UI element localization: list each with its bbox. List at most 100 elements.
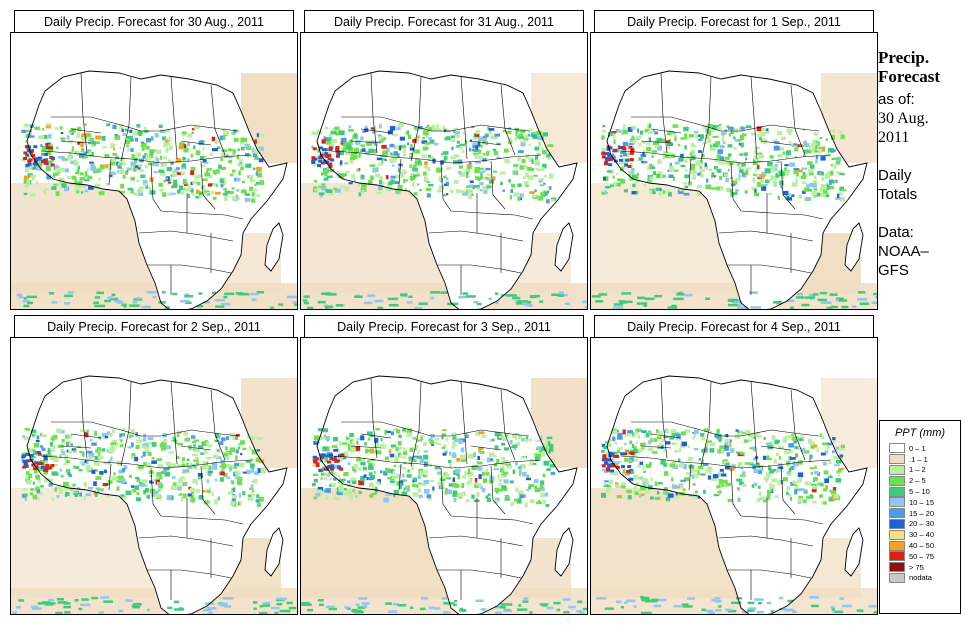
southern-rain	[12, 596, 297, 614]
legend-label: 40 – 50	[909, 541, 935, 551]
map-svg	[301, 70, 587, 309]
southern-rain	[302, 291, 587, 309]
panel-title: Daily Precip. Forecast for 4 Sep., 2011	[594, 315, 874, 339]
totals-label: Totals	[878, 186, 918, 203]
dry-area	[591, 588, 877, 614]
heading-forecast: Forecast	[878, 67, 940, 86]
map-svg	[591, 70, 877, 309]
country-borders	[40, 377, 252, 600]
asof-date: 30 Aug.	[878, 110, 929, 127]
legend-label: nodata	[909, 573, 932, 583]
daily-label: Daily	[878, 167, 912, 184]
precip-map	[300, 337, 588, 615]
southern-rain	[591, 291, 877, 309]
country-borders	[620, 72, 832, 295]
legend-item: .1 – 1	[889, 454, 960, 465]
legend-item: 1 – 2	[889, 464, 960, 476]
panel-title: Daily Precip. Forecast for 1 Sep., 2011	[594, 10, 874, 34]
madagascar	[554, 527, 574, 577]
panel-title: Daily Precip. Forecast for 31 Aug., 2011	[304, 10, 584, 34]
legend-item: 10 – 15	[889, 497, 960, 508]
panel-title: Daily Precip. Forecast for 2 Sep., 2011	[14, 315, 294, 339]
land-mass	[27, 71, 287, 309]
heading-precip: Precip.	[878, 48, 930, 67]
rain-band	[601, 123, 847, 202]
coastline	[26, 375, 288, 614]
legend-title: PPT (mm)	[894, 427, 946, 439]
rain-band	[21, 428, 267, 508]
coastline	[606, 70, 868, 309]
legend-swatch	[889, 486, 905, 497]
map-svg	[591, 375, 877, 614]
legend-label: 1 – 2	[909, 465, 926, 475]
madagascar	[844, 527, 864, 577]
map-svg	[11, 375, 297, 614]
legend-label: 50 – 75	[909, 551, 935, 561]
country-borders	[330, 72, 542, 295]
precip-map	[10, 32, 298, 310]
precip-map	[10, 337, 298, 615]
map-svg	[11, 70, 297, 309]
legend-label: 20 – 30	[909, 519, 935, 529]
legend-item: 2 – 5	[889, 475, 960, 486]
coastline	[26, 70, 288, 309]
legend-item: 50 – 75	[889, 551, 960, 562]
legend-item: > 75	[889, 562, 960, 573]
madagascar	[844, 222, 864, 272]
asof-label: as of:	[878, 91, 915, 108]
legend-label: > 75	[909, 562, 924, 572]
legend-swatch	[889, 572, 905, 583]
legend-swatch	[889, 443, 905, 454]
legend-swatch	[889, 475, 905, 486]
coastline	[316, 375, 578, 614]
legend-label: 2 – 5	[909, 476, 926, 486]
forecast-panel-1: Daily Precip. Forecast for 30 Aug., 2011	[10, 10, 298, 310]
legend-label: 10 – 15	[909, 497, 935, 507]
legend-swatch	[889, 551, 905, 562]
legend-label: .1 – 1	[909, 454, 928, 464]
forecast-panel-2: Daily Precip. Forecast for 31 Aug., 2011	[300, 10, 588, 310]
legend-swatch	[889, 562, 905, 573]
legend-item: 0 – 1	[889, 443, 960, 454]
legend-swatch	[889, 454, 905, 465]
asof-year: 2011	[878, 129, 910, 146]
legend-item: 5 – 10	[889, 486, 960, 497]
madagascar	[264, 527, 284, 577]
country-borders	[330, 377, 542, 600]
madagascar	[264, 222, 284, 272]
coastline	[316, 70, 578, 309]
southern-rain	[301, 597, 587, 614]
legend-item: nodata	[889, 572, 960, 584]
legend-item: 20 – 30	[889, 518, 960, 530]
data-label: Data:	[878, 224, 914, 241]
forecast-panel-6: Daily Precip. Forecast for 4 Sep., 2011	[590, 315, 878, 615]
rain-band	[21, 123, 265, 203]
legend-item: 15 – 20	[889, 508, 960, 519]
data-source-2: GFS	[878, 262, 909, 279]
legend-item: 30 – 40	[889, 529, 960, 540]
legend-swatch	[889, 540, 905, 551]
land-mass	[317, 71, 577, 309]
southern-rain	[16, 291, 297, 309]
sidebar-info: Precip. Forecast as of: 30 Aug. 2011 Dai…	[878, 48, 963, 280]
map-svg	[301, 375, 587, 614]
legend-item: 40 – 50	[889, 540, 960, 551]
forecast-panel-5: Daily Precip. Forecast for 3 Sep., 2011	[300, 315, 588, 615]
legend-label: 30 – 40	[909, 530, 935, 540]
panel-title: Daily Precip. Forecast for 3 Sep., 2011	[304, 315, 584, 339]
rain-band	[311, 428, 556, 508]
country-borders	[40, 72, 252, 295]
panel-title: Daily Precip. Forecast for 30 Aug., 2011	[14, 10, 294, 34]
country-borders	[620, 377, 832, 600]
legend-swatch	[889, 529, 905, 540]
dry-area	[11, 588, 297, 614]
legend-swatch	[889, 464, 905, 475]
precip-map	[300, 32, 588, 310]
legend-swatch	[889, 518, 905, 529]
rain-band	[311, 123, 557, 204]
forecast-panel-4: Daily Precip. Forecast for 2 Sep., 2011	[10, 315, 298, 615]
legend-label: 15 – 20	[909, 508, 935, 518]
legend-label: 5 – 10	[909, 487, 930, 497]
data-source-1: NOAA–	[878, 243, 929, 260]
